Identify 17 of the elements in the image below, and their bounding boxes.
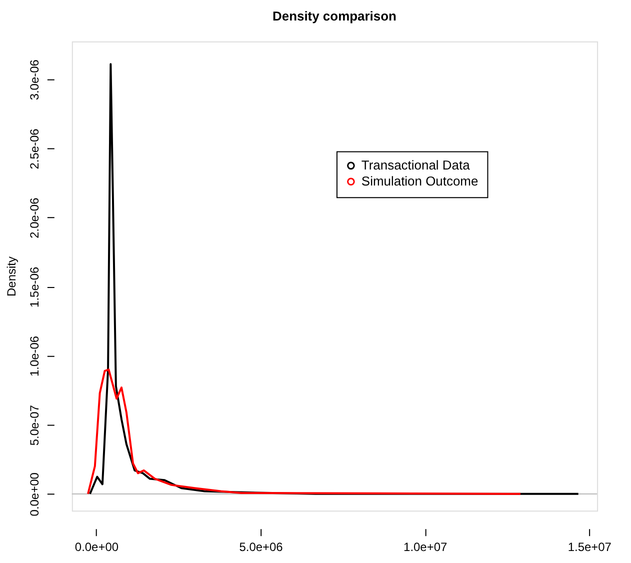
y-tick-label: 3.0e-06 xyxy=(27,59,42,100)
x-tick-label: 1.0e+07 xyxy=(404,540,448,554)
x-tick-label: 1.5e+07 xyxy=(568,540,612,554)
legend-label: Transactional Data xyxy=(361,158,471,173)
y-tick-label: 2.0e-06 xyxy=(27,197,42,238)
line-series xyxy=(86,368,522,495)
legend-label: Simulation Outcome xyxy=(361,174,478,189)
y-axis-title: Density xyxy=(4,256,18,296)
y-tick-label: 5.0e-07 xyxy=(27,404,42,446)
y-tick-label: 0.0e+00 xyxy=(27,472,42,516)
y-tick-label: 2.5e-06 xyxy=(27,128,42,170)
y-tick-label: 1.5e-06 xyxy=(27,266,42,308)
line-series xyxy=(88,63,580,495)
y-tick-label: 1.0e-06 xyxy=(27,336,42,377)
x-tick-label: 0.0e+00 xyxy=(74,540,119,554)
x-tick-label: 5.0e+06 xyxy=(239,540,284,554)
chart-title: Density comparison xyxy=(272,8,397,24)
